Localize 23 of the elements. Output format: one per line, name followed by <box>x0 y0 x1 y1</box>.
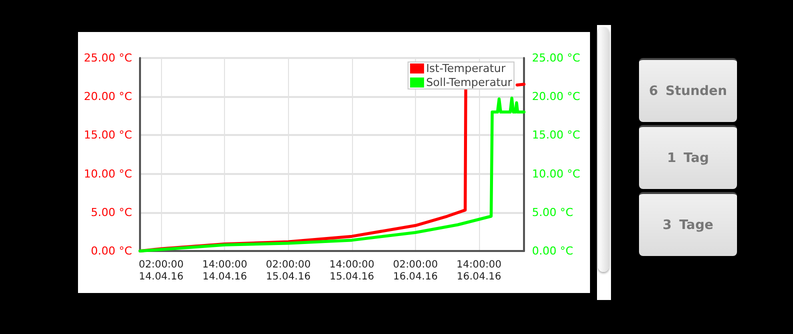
text: 3 Tage <box>639 192 737 256</box>
text: 6 Stunden <box>639 58 737 122</box>
y2-tick-label: 25.00 °C <box>532 52 580 64</box>
text: 1 Tag <box>639 125 737 189</box>
x-tick-label: 02:00:00 15.04.16 <box>266 260 311 282</box>
x-tick-label: 14:00:00 16.04.16 <box>456 260 502 282</box>
x-tick-label: 02:00:00 14.04.16 <box>138 260 184 282</box>
x-tick-label: 02:00:00 16.04.16 <box>392 260 438 282</box>
legend-label: Ist-Temperatur <box>426 62 506 75</box>
y-tick-label: 10.00 °C <box>84 167 132 180</box>
y-tick-label: 20.00 °C <box>84 90 132 104</box>
y2-tick-label: 20.00 °C <box>532 90 580 104</box>
y-tick-label: 25.00 °C <box>84 52 132 64</box>
y-tick-label: 15.00 °C <box>84 128 132 142</box>
legend-label: Soll-Temperatur <box>426 76 512 89</box>
y-tick-label: 0.00 °C <box>90 244 132 258</box>
y-tick-label: 5.00 °C <box>90 206 132 219</box>
y2-tick-label: 10.00 °C <box>532 167 580 180</box>
y2-tick-label: 0.00 °C <box>532 244 574 258</box>
x-tick-label: 14:00:00 14.04.16 <box>202 260 248 282</box>
y2-tick-label: 5.00 °C <box>532 206 574 219</box>
y2-tick-label: 15.00 °C <box>532 128 580 142</box>
x-tick-label: 14:00:00 15.04.16 <box>329 260 374 282</box>
